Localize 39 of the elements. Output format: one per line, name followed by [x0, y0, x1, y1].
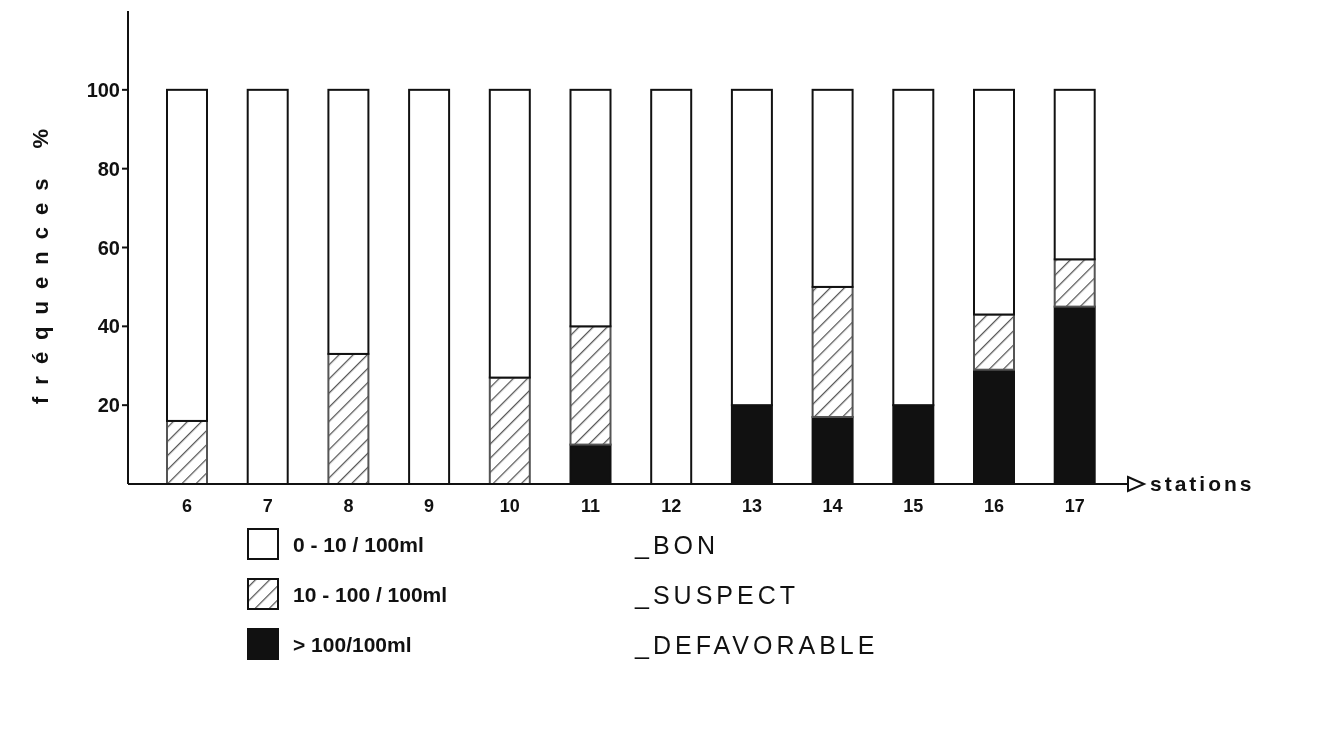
x-tick-label: 15 [903, 496, 924, 516]
y-tick-label: 60 [97, 236, 120, 259]
x-tick-label: 7 [262, 496, 273, 516]
x-tick-label: 6 [181, 496, 193, 516]
text: _DEFAVORABLE [634, 630, 879, 659]
y-tick-label: 80 [97, 157, 120, 180]
x-tick-label: 10 [499, 496, 520, 516]
bar [973, 88, 1015, 316]
legend-label: > 100/100ml [293, 633, 412, 657]
bar [811, 88, 854, 288]
bar [166, 419, 208, 485]
text: _BON [634, 530, 720, 559]
x-tick-label: 16 [983, 496, 1005, 516]
bar [166, 88, 208, 422]
x-tick-label: 9 [424, 496, 435, 516]
bar [569, 88, 612, 328]
x-axis-title: stations [1150, 472, 1255, 496]
bar [1053, 88, 1096, 261]
y-tick-label: 40 [97, 315, 120, 338]
x-tick-label: 13 [741, 496, 762, 516]
bar [569, 325, 612, 446]
x-tick-label: 12 [661, 496, 682, 516]
text: _SUSPECT [634, 580, 799, 609]
y-tick-label: 20 [97, 394, 120, 417]
legend-label: 0 - 10 / 100ml [293, 533, 424, 557]
x-tick-label: 17 [1064, 496, 1085, 516]
bar [488, 88, 531, 379]
bar [973, 313, 1015, 371]
x-tick-label: 14 [822, 496, 843, 516]
bar [811, 285, 854, 418]
x-tick-label: 8 [343, 496, 354, 516]
bar [488, 376, 531, 485]
legend-label: 10 - 100 / 100ml [293, 583, 448, 607]
x-tick-label: 11 [580, 496, 601, 516]
bar [327, 88, 370, 355]
bar [1053, 258, 1096, 308]
y-tick-label: 100 [86, 78, 120, 101]
y-axis-title: fréquences % [28, 116, 53, 404]
bar [327, 352, 370, 485]
